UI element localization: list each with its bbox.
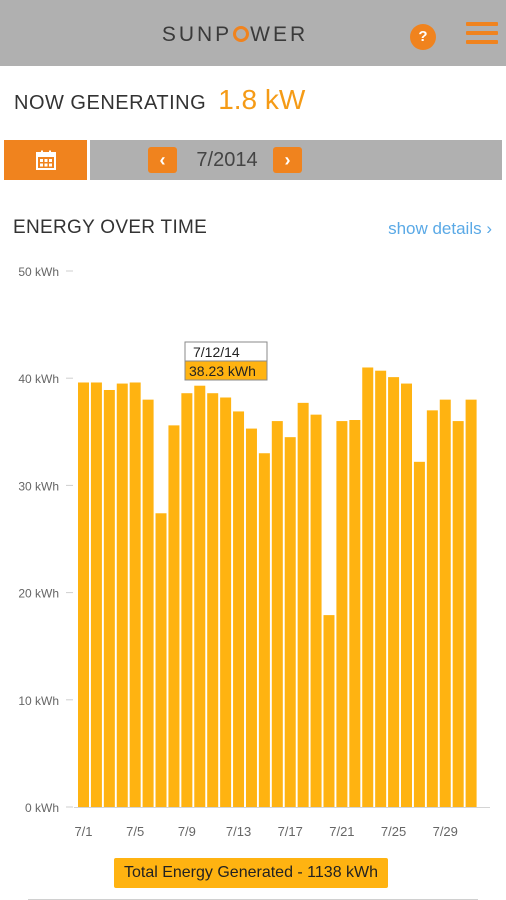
bar-day-3	[103, 389, 115, 807]
show-details-link[interactable]: show details ›	[388, 219, 492, 238]
x-tick-label: 7/13	[226, 824, 251, 839]
x-tick-label: 7/9	[178, 824, 196, 839]
bar-day-18	[297, 402, 309, 807]
bar-day-1	[78, 382, 89, 807]
y-tick-label: 20 kWh	[18, 587, 59, 601]
chevron-right-icon: ›	[284, 150, 291, 170]
bar-day-29	[439, 399, 451, 807]
x-tick-label: 7/5	[126, 824, 144, 839]
x-tick-label: 7/29	[433, 824, 458, 839]
bar-day-14	[245, 428, 257, 807]
x-tick-label: 7/21	[329, 824, 354, 839]
bar-day-7	[155, 513, 167, 807]
calendar-button[interactable]	[4, 140, 87, 180]
y-tick-label: 0 kWh	[25, 801, 59, 815]
bar-day-4	[116, 383, 128, 807]
help-icon: ?	[418, 28, 428, 45]
y-tick-label: 30 kWh	[18, 479, 59, 493]
bar-day-8	[168, 425, 180, 807]
bar-day-22	[349, 420, 361, 807]
bar-day-31	[465, 399, 477, 807]
chevron-left-icon: ‹	[159, 150, 166, 170]
now-generating: NOW GENERATING 1.8 kW	[14, 84, 305, 118]
menu-button[interactable]	[466, 22, 498, 46]
bar-day-11	[207, 393, 219, 807]
y-tick-label: 10 kWh	[18, 694, 59, 708]
bar-day-17	[284, 437, 296, 807]
menu-icon	[466, 22, 498, 44]
date-navigation: ‹ 7/2014 ›	[4, 140, 502, 180]
app-header: SUNP WER ?	[0, 0, 506, 66]
bar-day-27	[413, 461, 425, 807]
x-tick-label: 7/17	[278, 824, 303, 839]
bar-day-10	[194, 385, 206, 807]
tooltip-value: 38.23 kWh	[189, 363, 256, 379]
y-tick-label: 50 kWh	[18, 265, 59, 279]
y-tick-label: 40 kWh	[18, 372, 59, 386]
now-generating-value: 1.8 kW	[218, 84, 306, 115]
section-title: ENERGY OVER TIME	[13, 217, 208, 238]
bar-day-20	[323, 615, 335, 807]
bar-day-24	[375, 370, 387, 807]
bar-day-25	[388, 377, 400, 807]
energy-bar-chart: 0 kWh 10 kWh 20 kWh 30 kWh 40 kWh 50 kWh 7/1 7/…	[18, 265, 490, 839]
x-tick-label: 7/1	[74, 824, 92, 839]
help-button[interactable]: ?	[410, 24, 436, 50]
bar-day-21	[336, 421, 348, 807]
tooltip-value-box	[184, 360, 268, 381]
sunpower-logo: SUNP WER	[161, 23, 309, 46]
bar-day-16	[271, 421, 283, 807]
total-energy-badge: Total Energy Generated - 1138 kWh	[114, 858, 388, 888]
calendar-icon	[36, 150, 56, 170]
bar-day-5	[129, 382, 141, 807]
bar-day-9	[181, 393, 193, 807]
bar-day-2	[90, 382, 102, 807]
bar-day-23	[362, 367, 374, 807]
bar-day-6	[142, 399, 154, 807]
next-month-button[interactable]: ›	[273, 147, 302, 173]
now-generating-label: NOW GENERATING	[14, 92, 207, 114]
x-tick-label: 7/25	[381, 824, 406, 839]
bar-day-28	[426, 410, 438, 807]
bar-day-26	[401, 383, 412, 807]
bar-day-15	[258, 453, 270, 807]
bar-day-30	[452, 421, 464, 807]
current-period: 7/2014	[196, 149, 258, 171]
bar-day-12	[220, 397, 232, 807]
bar-day-13	[233, 411, 245, 807]
bar-day-19	[310, 414, 322, 807]
tooltip-date: 7/12/14	[193, 344, 240, 360]
date-strip: ‹ 7/2014 ›	[90, 140, 502, 180]
previous-month-button[interactable]: ‹	[148, 147, 177, 173]
